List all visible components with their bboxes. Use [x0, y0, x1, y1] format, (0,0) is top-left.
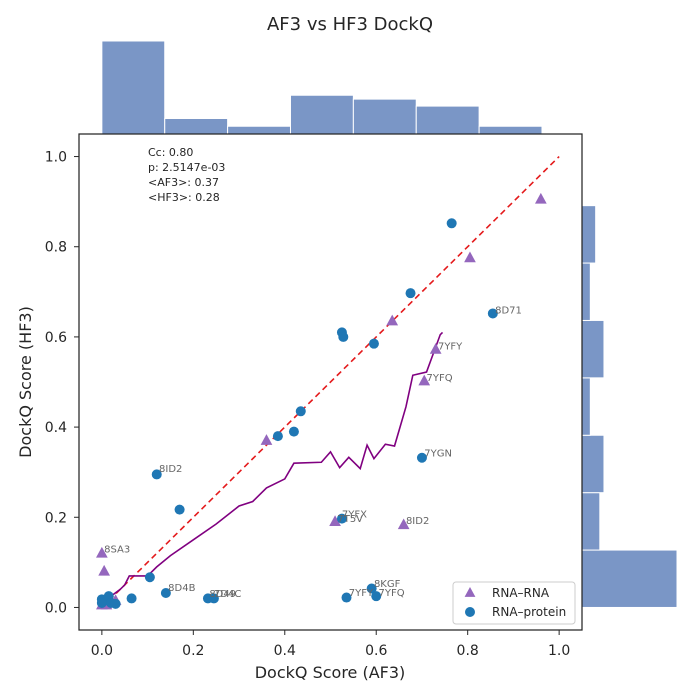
- rna-protein-point: [366, 583, 377, 594]
- x-tick-label: 0.0: [91, 643, 113, 659]
- rna-protein-point: [288, 426, 299, 437]
- y-hist-bar: [581, 205, 597, 264]
- rna-rna-point: [397, 518, 410, 530]
- point-label: 7YGN: [424, 448, 452, 459]
- point-label: 7YFX: [342, 509, 367, 520]
- y-tick-label: 1.0: [45, 150, 67, 166]
- rna-protein-point: [144, 572, 155, 583]
- rna-protein-point: [160, 588, 171, 599]
- rna-rna-point: [96, 546, 108, 558]
- stats-line: p: 2.5147e-03: [148, 161, 225, 174]
- rna-rna-point: [464, 251, 476, 263]
- rna-rna-point: [329, 515, 341, 527]
- rna-protein-point: [416, 452, 427, 463]
- rna-protein-point: [487, 308, 498, 319]
- x-tick-label: 1.0: [548, 643, 570, 659]
- y-tick-label: 0.0: [45, 600, 67, 616]
- x-axis-label: DockQ Score (AF3): [255, 663, 406, 682]
- marginal-x-histogram: [101, 40, 543, 135]
- y-tick-label: 0.2: [45, 510, 67, 526]
- rna-protein-point: [446, 218, 457, 229]
- legend-label: RNA–RNA: [492, 586, 550, 600]
- rna-rna-point: [98, 564, 110, 576]
- y-tick-label: 0.8: [45, 240, 67, 256]
- trend-line: [101, 331, 444, 600]
- rna-protein-point: [208, 593, 219, 604]
- point-label: 7YFY: [349, 588, 374, 599]
- rna-rna-point: [534, 192, 547, 204]
- plot-lines: [101, 155, 560, 609]
- point-label: 8KGF: [374, 579, 401, 590]
- axis-ticks: 0.0 0.2 0.4 0.6 0.8 1.0 0.0 0.2 0.4 0.6 0.8 1.0: [45, 150, 571, 659]
- marginal-y-histogram: [581, 205, 678, 608]
- y-axis-label: DockQ Score (HF3): [16, 306, 35, 458]
- point-label: 8D4B: [168, 583, 195, 594]
- rna-protein-point: [126, 593, 137, 604]
- x-tick-label: 0.4: [274, 643, 296, 659]
- point-label: 8ID2: [159, 464, 182, 475]
- y-tick-label: 0.4: [45, 420, 67, 436]
- rna-protein-point: [371, 591, 382, 602]
- x-hist-bar: [227, 125, 291, 135]
- legend-frame: [452, 581, 576, 625]
- rna-rna-point: [429, 343, 442, 354]
- x-hist-bar: [101, 40, 166, 135]
- chart-title: AF3 vs HF3 DockQ: [267, 14, 433, 35]
- point-label: 8D71: [495, 305, 522, 316]
- stats-line: <HF3>: 0.28: [148, 191, 220, 204]
- point-label: 7YFQ: [427, 373, 453, 384]
- rna-protein-point: [368, 338, 379, 349]
- legend: RNA–RNA RNA–protein: [452, 581, 576, 625]
- legend-label: RNA–protein: [492, 605, 566, 619]
- x-hist-bar: [289, 94, 354, 135]
- legend-circle-icon: [465, 607, 475, 617]
- x-hist-bar: [352, 98, 417, 135]
- rna-protein-point: [151, 469, 162, 480]
- rna-protein-point: [110, 598, 121, 609]
- point-label: 7YFQ: [379, 588, 405, 599]
- x-tick-label: 0.6: [365, 643, 387, 659]
- stats-line: Cc: 0.80: [148, 146, 193, 159]
- stats-line: <AF3>: 0.37: [148, 176, 219, 189]
- rna-rna-point: [260, 434, 273, 445]
- point-label: 7T5V: [337, 514, 363, 525]
- rna-protein-point: [96, 597, 107, 608]
- point-label: 7D4C: [214, 589, 241, 600]
- y-hist-bar: [581, 549, 678, 608]
- point-label: 7YFY: [438, 342, 463, 353]
- rna-rna-point: [386, 314, 399, 326]
- rna-protein-point: [338, 331, 349, 342]
- rna-protein-point: [336, 513, 347, 524]
- legend-triangle-icon: [464, 587, 476, 597]
- identity-line: [101, 155, 560, 609]
- rna-rna-point: [418, 374, 431, 386]
- rna-protein-point: [405, 288, 416, 299]
- x-hist-bar: [478, 125, 543, 135]
- y-hist-bar: [581, 262, 591, 321]
- x-hist-bar: [415, 105, 480, 135]
- x-hist-bar: [164, 118, 229, 135]
- y-hist-bar: [581, 319, 605, 379]
- stats-box: Cc: 0.80 p: 2.5147e-03 <AF3>: 0.37 <HF3>: 0…: [148, 146, 225, 204]
- point-label: 8ID2: [406, 516, 429, 527]
- point-label: 8D49: [209, 589, 236, 600]
- scatter-points: [96, 192, 547, 610]
- rna-protein-point: [341, 592, 352, 603]
- x-tick-label: 0.2: [182, 643, 204, 659]
- x-tick-label: 0.8: [457, 643, 479, 659]
- y-hist-bar: [581, 377, 591, 436]
- y-hist-bar: [581, 492, 601, 551]
- y-tick-label: 0.6: [45, 330, 67, 346]
- rna-protein-point: [272, 431, 283, 442]
- rna-protein-point: [295, 406, 306, 417]
- point-label: 8SA3: [104, 544, 130, 555]
- rna-protein-point: [174, 504, 185, 515]
- y-hist-bar: [581, 434, 605, 494]
